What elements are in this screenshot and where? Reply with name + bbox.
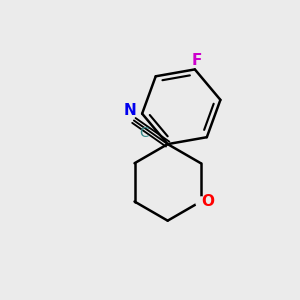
Text: C: C [139,126,149,140]
Text: N: N [124,103,137,118]
Text: F: F [191,53,202,68]
Text: O: O [201,194,214,209]
